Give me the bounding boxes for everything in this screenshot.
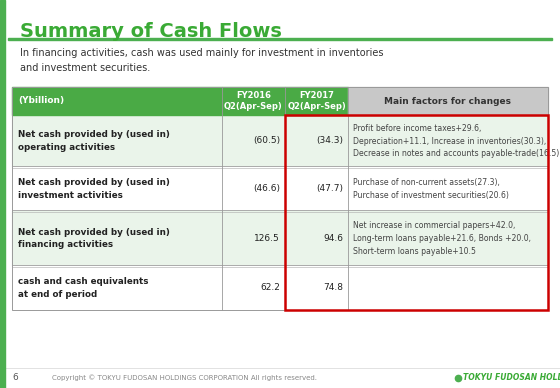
- Text: Net cash provided by (used in)
operating activities: Net cash provided by (used in) operating…: [18, 130, 170, 152]
- Bar: [0, 0, 5, 388]
- Bar: [222, 115, 285, 167]
- Text: Purchase of non-current assets(27.3),
Purchase of investment securities(20.6): Purchase of non-current assets(27.3), Pu…: [353, 178, 509, 200]
- Text: 74.8: 74.8: [323, 284, 343, 293]
- Text: 6: 6: [12, 374, 18, 383]
- Text: cash and cash equivalents
at end of period: cash and cash equivalents at end of peri…: [18, 277, 148, 299]
- Bar: [12, 87, 222, 115]
- Text: (Ybillion): (Ybillion): [18, 97, 64, 106]
- Bar: [8, 38, 552, 40]
- Text: Copyright © TOKYU FUDOSAN HOLDINGS CORPORATION All rights reserved.: Copyright © TOKYU FUDOSAN HOLDINGS CORPO…: [53, 375, 318, 381]
- Bar: [12, 167, 222, 211]
- Bar: [12, 266, 222, 310]
- Text: (46.6): (46.6): [253, 185, 280, 194]
- Bar: [285, 211, 348, 266]
- Text: In financing activities, cash was used mainly for investment in inventories
and : In financing activities, cash was used m…: [20, 48, 384, 73]
- Bar: [285, 167, 348, 211]
- Text: Main factors for changes: Main factors for changes: [385, 97, 511, 106]
- Bar: [348, 266, 548, 310]
- Bar: [12, 115, 222, 167]
- Bar: [285, 115, 548, 310]
- Text: Profit before income taxes+29.6,
Depreciation+11.1, Increase in inventories(30.3: Profit before income taxes+29.6, Depreci…: [353, 124, 559, 158]
- Text: Summary of Cash Flows: Summary of Cash Flows: [20, 22, 282, 41]
- Text: 62.2: 62.2: [260, 284, 280, 293]
- Text: (60.5): (60.5): [253, 137, 280, 146]
- Bar: [348, 167, 548, 211]
- Bar: [285, 266, 348, 310]
- Bar: [222, 87, 285, 115]
- Bar: [222, 167, 285, 211]
- Bar: [222, 266, 285, 310]
- Text: TOKYU FUDOSAN HOLDINGS: TOKYU FUDOSAN HOLDINGS: [463, 374, 560, 383]
- Bar: [285, 115, 348, 167]
- Text: Net cash provided by (used in)
financing activities: Net cash provided by (used in) financing…: [18, 228, 170, 249]
- Text: FY2016
Q2(Apr-Sep): FY2016 Q2(Apr-Sep): [224, 91, 283, 111]
- Bar: [222, 211, 285, 266]
- Text: Net increase in commercial papers+42.0,
Long-term loans payable+21.6, Bonds +20.: Net increase in commercial papers+42.0, …: [353, 222, 531, 256]
- Text: (34.3): (34.3): [316, 137, 343, 146]
- Bar: [348, 87, 548, 115]
- Text: (47.7): (47.7): [316, 185, 343, 194]
- Text: Net cash provided by (used in)
investment activities: Net cash provided by (used in) investmen…: [18, 178, 170, 200]
- Bar: [285, 87, 348, 115]
- Text: 94.6: 94.6: [323, 234, 343, 243]
- Text: FY2017
Q2(Apr-Sep): FY2017 Q2(Apr-Sep): [287, 91, 346, 111]
- Bar: [348, 115, 548, 167]
- Text: 126.5: 126.5: [254, 234, 280, 243]
- Bar: [12, 211, 222, 266]
- Bar: [12, 87, 548, 310]
- Bar: [348, 211, 548, 266]
